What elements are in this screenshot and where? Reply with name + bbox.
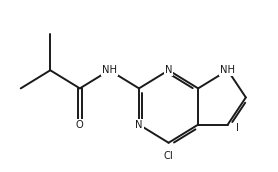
Text: Cl: Cl [164, 151, 173, 161]
Text: NH: NH [220, 65, 235, 75]
Text: N: N [135, 120, 143, 130]
Text: O: O [76, 120, 84, 130]
Text: I: I [236, 123, 239, 133]
Text: N: N [165, 65, 172, 75]
Text: NH: NH [102, 65, 117, 75]
